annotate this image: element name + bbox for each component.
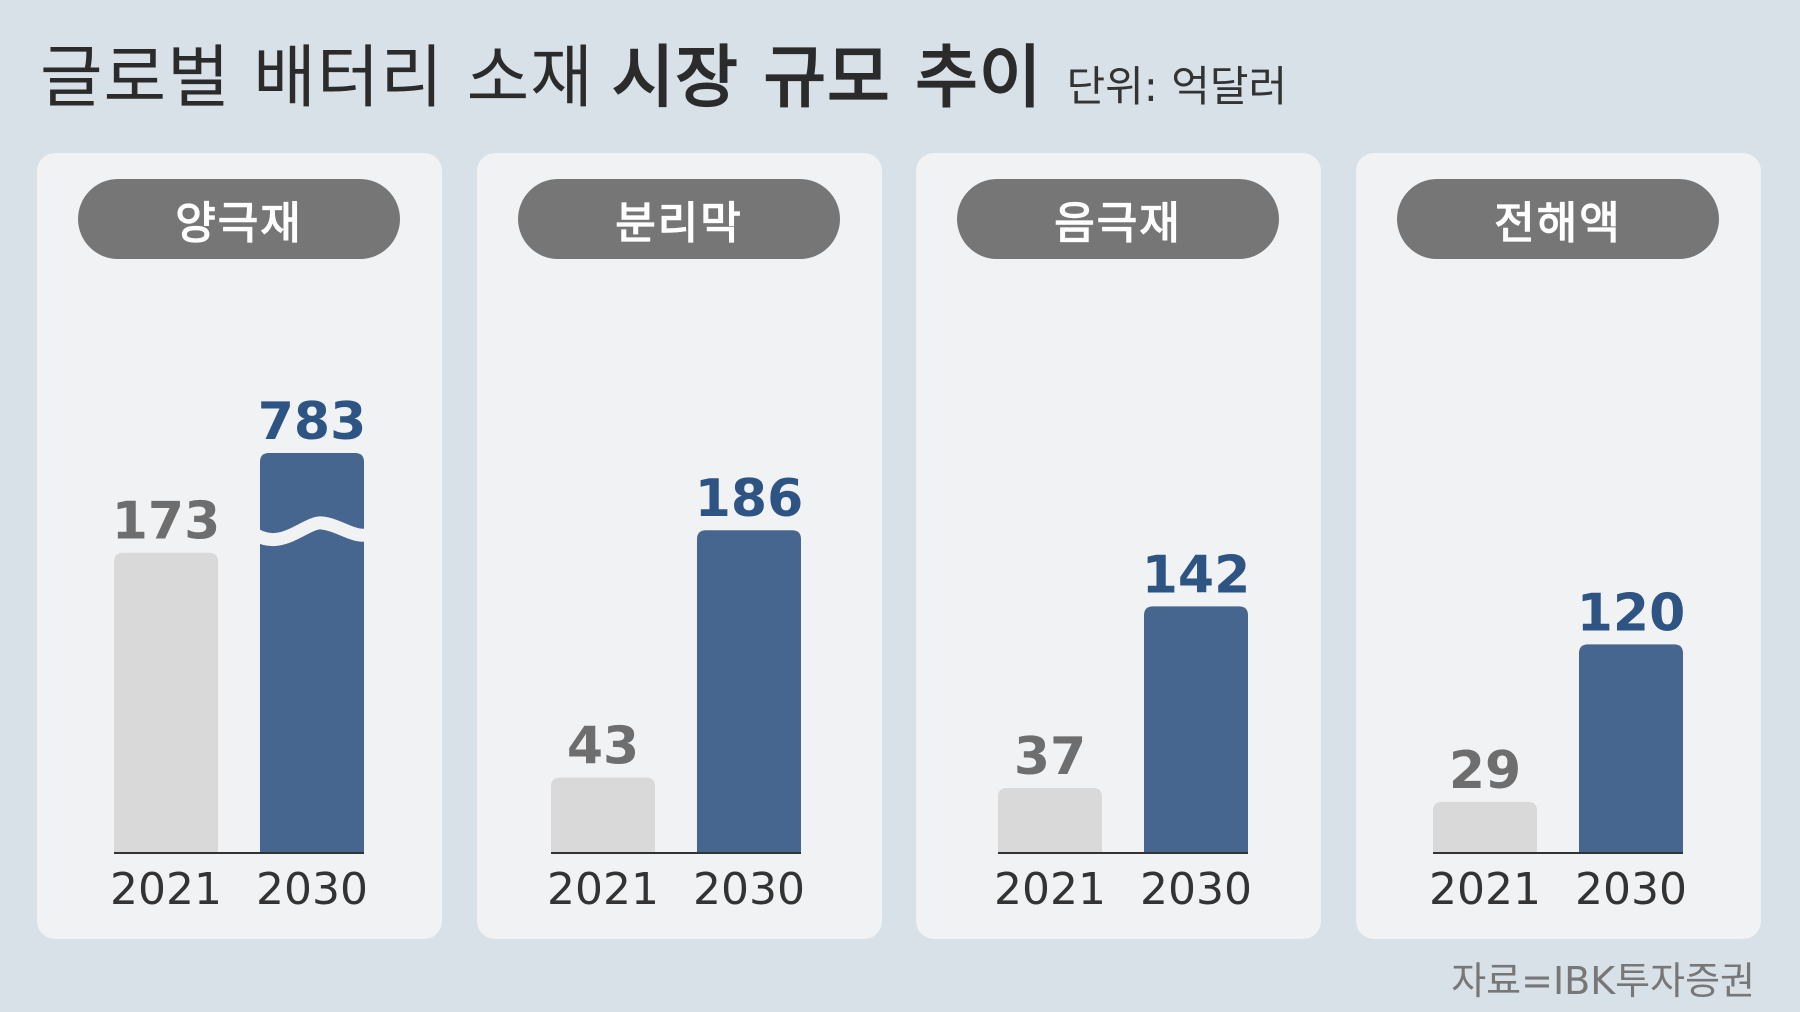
- category-label: 2030: [256, 864, 368, 915]
- axis-break-mark: [243, 516, 381, 546]
- value-label: 29: [1449, 741, 1521, 801]
- panel-cathode: 양극재 173 2021 783 2030: [37, 153, 442, 939]
- bar-2021: [114, 552, 218, 852]
- chart-panels: 양극재 173 2021 783 2030 분리막 43 2021 186 2030 음극재…: [37, 153, 1761, 939]
- category-label: 2021: [1429, 864, 1541, 915]
- panel-title: 양극재: [78, 179, 400, 259]
- value-label: 120: [1577, 583, 1686, 643]
- bar-2030: [260, 453, 364, 852]
- category-label: 2021: [547, 864, 659, 915]
- value-label: 43: [567, 717, 639, 777]
- category-label: 2021: [110, 864, 222, 915]
- panel-separator: 분리막 43 2021 186 2030: [477, 153, 882, 939]
- value-label: 173: [112, 492, 221, 552]
- bar-2030: [697, 530, 801, 852]
- bar-2030: [1579, 644, 1683, 852]
- value-label: 783: [258, 392, 367, 452]
- panel-title: 분리막: [518, 179, 840, 259]
- panel-electrolyte: 전해액 29 2021 120 2030: [1356, 153, 1761, 939]
- bar-plot: 37 2021 142 2030: [994, 545, 1252, 915]
- category-label: 2030: [693, 864, 805, 915]
- title-light: 글로벌 배터리 소재: [40, 39, 594, 118]
- bar-2021: [1433, 801, 1537, 852]
- bar-plot: 43 2021 186 2030: [547, 469, 805, 915]
- source-label: 자료=IBK투자증권: [1451, 959, 1755, 1003]
- panel-title: 음극재: [957, 179, 1279, 259]
- value-label: 37: [1014, 727, 1086, 787]
- bar-2030: [1144, 606, 1248, 852]
- panel-anode: 음극재 37 2021 142 2030: [916, 153, 1321, 939]
- value-label: 186: [695, 469, 804, 529]
- chart-title: 글로벌 배터리 소재 시장 규모 추이 단위: 억달러: [40, 22, 1287, 132]
- category-label: 2030: [1140, 864, 1252, 915]
- unit-label: 단위: 억달러: [1066, 62, 1288, 111]
- title-bold: 시장 규모 추이: [611, 39, 1043, 118]
- value-label: 142: [1142, 545, 1251, 605]
- bar-2021: [998, 787, 1102, 852]
- bar-plot: 173 2021 783 2030: [110, 392, 381, 915]
- bar-2021: [551, 777, 655, 852]
- category-label: 2021: [994, 864, 1106, 915]
- panel-title: 전해액: [1397, 179, 1719, 259]
- bar-plot: 29 2021 120 2030: [1429, 583, 1687, 915]
- category-label: 2030: [1575, 864, 1687, 915]
